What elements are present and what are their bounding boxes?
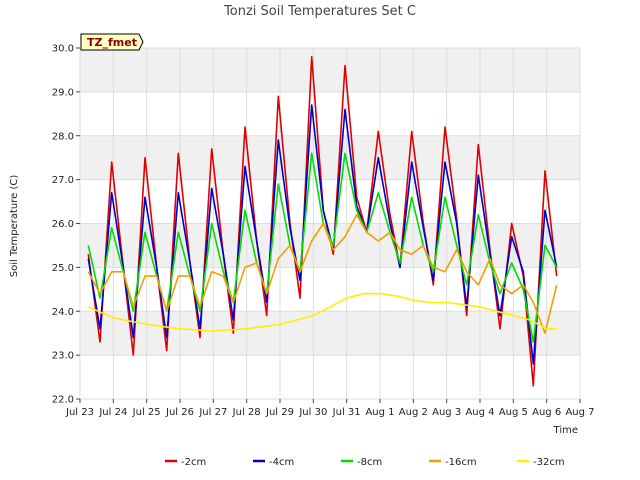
legend-label: -2cm	[181, 457, 206, 468]
y-tick-label: 24.0	[52, 307, 74, 318]
legend-label: -16cm	[445, 457, 477, 468]
x-tick-label: Aug 1	[365, 407, 394, 418]
x-tick-label: Aug 5	[499, 407, 528, 418]
y-tick-label: 29.0	[52, 87, 74, 98]
badge-box	[80, 33, 144, 51]
badge: TZ_fmet	[80, 33, 144, 51]
plot-band	[80, 223, 580, 268]
plot-band	[80, 48, 580, 92]
legend-item: -32cm	[517, 457, 565, 468]
y-axis-label: Soil Temperature (C)	[9, 175, 20, 278]
x-tick-label: Jul 27	[198, 407, 227, 418]
y-tick-label: 25.0	[52, 263, 74, 274]
legend-item: -4cm	[253, 457, 294, 468]
x-tick-label: Aug 4	[465, 407, 494, 418]
x-axis-ticks: Jul 23 Jul 24 Jul 25 Jul 26 Jul 27 Jul 28 Jul …	[65, 399, 595, 418]
x-tick-label: Jul 28	[232, 407, 261, 418]
legend-item: -8cm	[341, 457, 382, 468]
x-tick-label: Aug 6	[532, 407, 561, 418]
series-line-4cm	[87, 104, 558, 365]
legend-item: -2cm	[165, 457, 206, 468]
x-tick-label: Jul 23	[65, 407, 94, 418]
y-tick-label: 22.0	[52, 395, 74, 406]
badge-label: TZ_fmet	[87, 36, 137, 49]
x-tick-label: Aug 2	[399, 407, 428, 418]
x-tick-label: Jul 26	[165, 407, 194, 418]
x-tick-label: Jul 31	[332, 407, 361, 418]
legend-label: -32cm	[533, 457, 565, 468]
legend-label: -8cm	[357, 457, 382, 468]
x-tick-label: Jul 24	[98, 407, 127, 418]
series-line-16cm	[87, 213, 558, 335]
plot-band	[80, 311, 580, 356]
series-line-32cm	[87, 292, 557, 332]
legend-label: -4cm	[269, 457, 294, 468]
x-tick-label: Aug 3	[432, 407, 461, 418]
chart-title: Tonzi Soil Temperatures Set C	[223, 4, 416, 19]
x-tick-label: Jul 30	[298, 407, 327, 418]
series-layer	[87, 55, 558, 387]
x-tick-label: Aug 7	[565, 407, 594, 418]
legend: -2cm -4cm -8cm -16cm -32cm	[165, 457, 565, 468]
y-tick-label: 28.0	[52, 131, 74, 142]
y-tick-label: 30.0	[52, 44, 74, 55]
y-axis-ticks: 22.0 23.0 24.0 25.0 26.0 27.0 28.0 29.0 30.0	[52, 44, 80, 406]
legend-item: -16cm	[429, 457, 477, 468]
plot-band	[80, 135, 580, 180]
x-tick-label: Jul 25	[132, 407, 161, 418]
x-axis-label: Time	[553, 425, 578, 436]
y-tick-label: 27.0	[52, 175, 74, 186]
x-tick-label: Jul 29	[265, 407, 294, 418]
y-tick-label: 23.0	[52, 351, 74, 362]
y-tick-label: 26.0	[52, 219, 74, 230]
